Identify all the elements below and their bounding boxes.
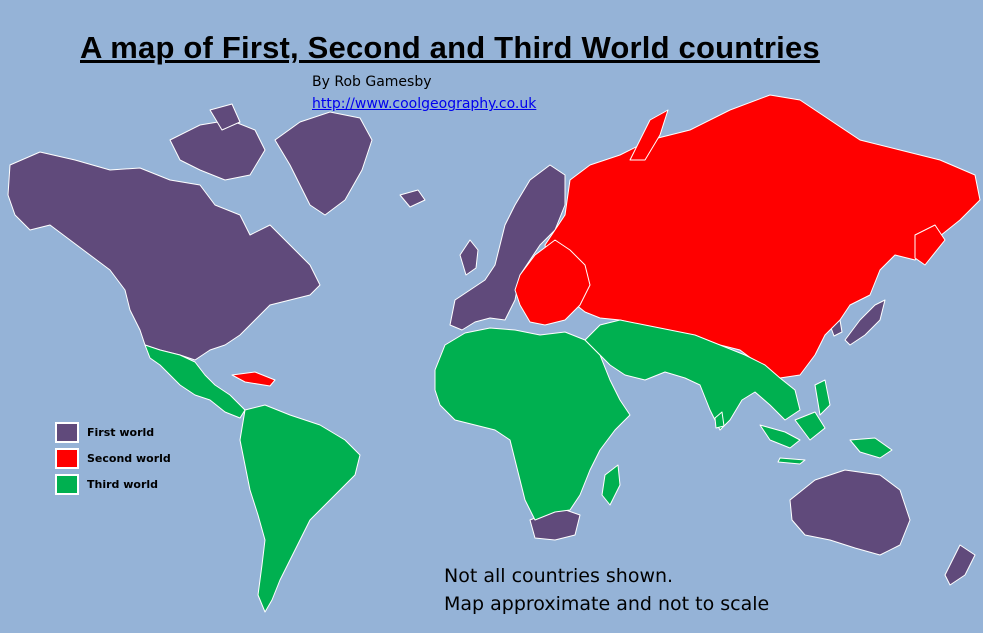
region-sri-lanka [714,411,725,429]
legend-label-first-world: First world [87,426,155,439]
map-title: A map of First, Second and Third World c… [80,30,820,65]
region-madagascar [601,464,621,506]
byline: By Rob Gamesby [312,74,432,90]
region-java [777,457,806,465]
region-new-zealand [944,544,976,586]
region-western-europe [449,164,566,331]
region-arctic-island-2 [209,103,241,131]
region-greenland [274,111,373,216]
region-arctic-islands [169,119,266,181]
region-iceland [399,189,426,208]
region-japan [844,299,886,346]
region-north-america [7,151,321,361]
region-kamchatka [914,224,946,266]
legend-label-second-world: Second world [87,452,171,465]
source-link[interactable]: http://www.coolgeography.co.uk [312,96,537,112]
legend-swatch-first-world [55,422,79,443]
region-asia-south [584,319,801,431]
legend-item-third-world: Third world [55,472,171,497]
legend-swatch-second-world [55,448,79,469]
region-cuba [231,371,276,387]
region-eastern-europe [514,239,591,326]
region-australia [789,469,911,556]
legend-label-third-world: Third world [87,478,159,491]
region-central-america [144,344,246,419]
legend: First world Second world Third world [55,420,171,498]
note-approximate: Map approximate and not to scale [444,593,770,615]
region-uk [459,239,479,276]
legend-item-second-world: Second world [55,446,171,471]
legend-item-first-world: First world [55,420,171,445]
region-africa [434,327,631,521]
region-south-america [239,404,361,613]
region-borneo [794,411,826,441]
note-not-all-countries: Not all countries shown. [444,565,674,587]
legend-swatch-third-world [55,474,79,495]
region-novaya-zemlya [629,109,669,161]
region-indonesia [759,424,801,449]
region-philippines [814,379,831,416]
region-new-guinea [849,437,893,459]
